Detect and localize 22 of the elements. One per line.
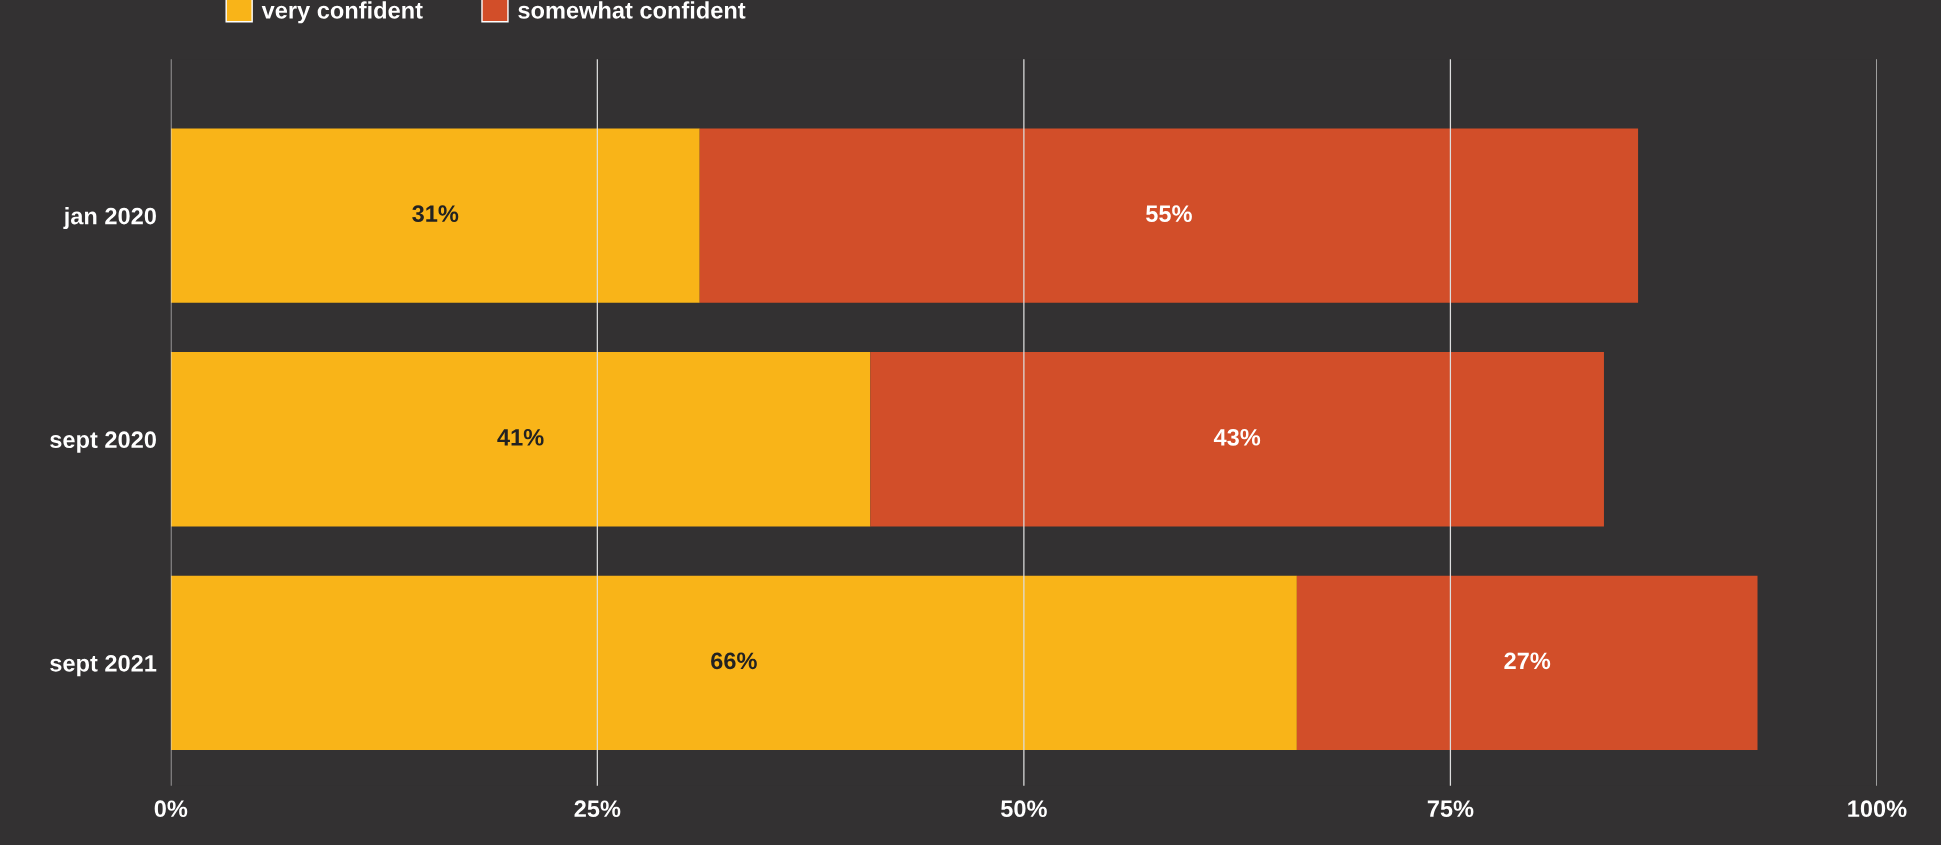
data-label: 66% [711,652,757,670]
data-label: 43% [1213,428,1261,446]
x-tick-label: 50% [1000,800,1047,818]
bar [170,352,871,527]
y-tick-label: sept 2021 [50,654,157,677]
data-label: 31% [412,205,459,223]
bar [170,575,1297,751]
bar [1296,575,1758,751]
x-tick-label: 0% [154,800,188,818]
legend-label: very confident [261,1,423,24]
bar [870,352,1604,527]
data-label: 55% [1146,205,1192,223]
data-label: 41% [497,428,544,446]
data-label: 27% [1504,652,1551,670]
y-tick-label: jan 2020 [63,207,156,230]
x-tick-label: 25% [574,800,621,818]
x-tick-label: 100% [1848,800,1907,818]
y-tick-label: sept 2020 [50,431,156,453]
x-tick-label: 75% [1427,800,1474,818]
legend-label: somewhat confident [518,1,746,19]
bar [699,128,1639,303]
bar [170,128,700,303]
